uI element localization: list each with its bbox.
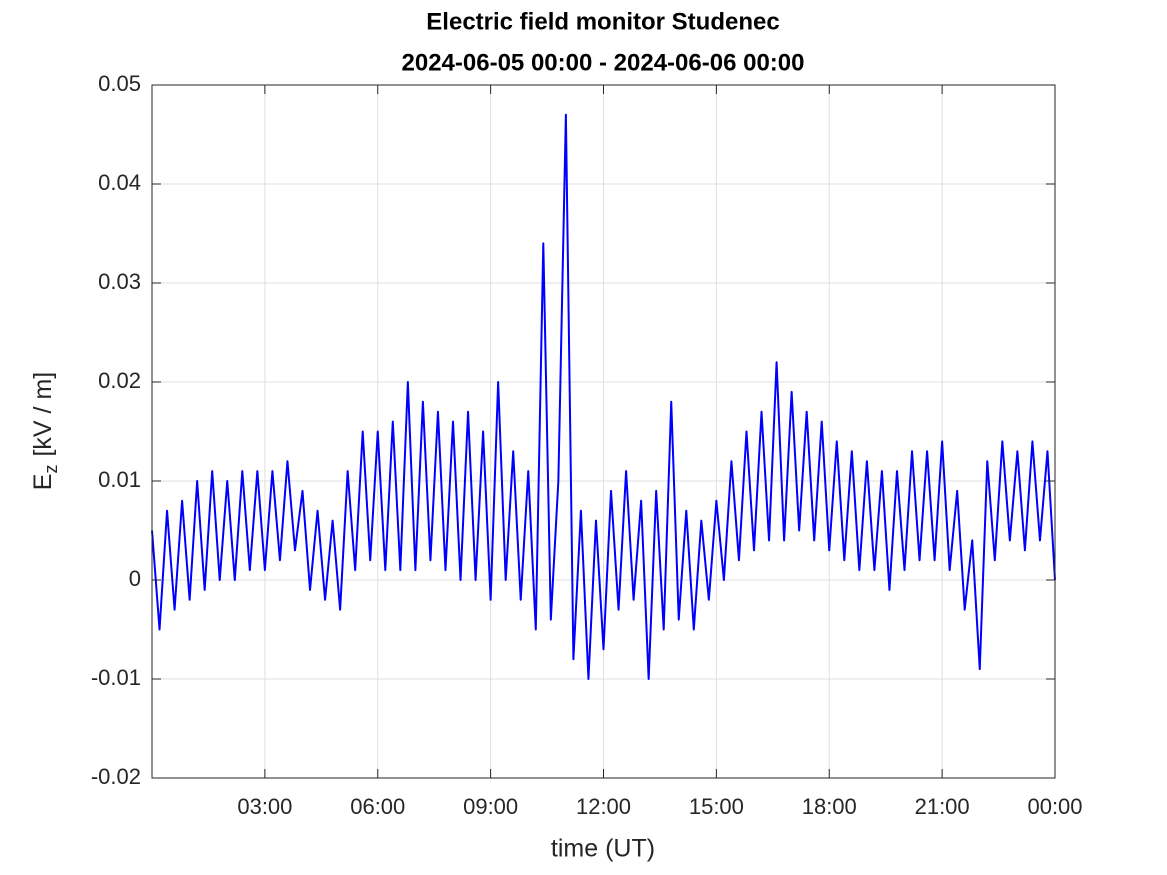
- y-label-unit: [kV / m]: [29, 372, 57, 457]
- y-tick-label: -0.02: [91, 764, 141, 789]
- y-tick-label: 0.05: [98, 71, 141, 96]
- y-axis-label: Ez [kV / m]: [29, 372, 61, 490]
- y-label-subscript: z: [41, 465, 61, 474]
- y-tick-label: 0.02: [98, 368, 141, 393]
- x-tick-label: 03:00: [237, 794, 292, 819]
- y-tick-label: -0.01: [91, 665, 141, 690]
- y-label-symbol: E: [29, 474, 57, 491]
- x-tick-label: 18:00: [802, 794, 857, 819]
- x-tick-label: 21:00: [915, 794, 970, 819]
- x-axis-label: time (UT): [551, 835, 655, 863]
- y-tick-label: 0.01: [98, 467, 141, 492]
- ticks: -0.02 -0.01 0 0.01 0.02 0.03 0.04 0.05 03:00 06:0…: [91, 71, 1083, 819]
- plot-layer: [151, 113, 1056, 680]
- x-tick-label: 15:00: [689, 794, 744, 819]
- data-line: [151, 113, 1056, 680]
- y-tick-label: 0: [129, 566, 141, 591]
- x-tick-label: 12:00: [576, 794, 631, 819]
- chart-title: Electric field monitor Studenec: [426, 8, 779, 35]
- x-tick-label: 09:00: [463, 794, 518, 819]
- x-tick-label: 06:00: [350, 794, 405, 819]
- x-tick-label: 00:00: [1027, 794, 1082, 819]
- chart-subtitle: 2024-06-05 00:00 - 2024-06-06 00:00: [402, 49, 805, 76]
- y-tick-label: 0.04: [98, 170, 141, 195]
- y-tick-label: 0.03: [98, 269, 141, 294]
